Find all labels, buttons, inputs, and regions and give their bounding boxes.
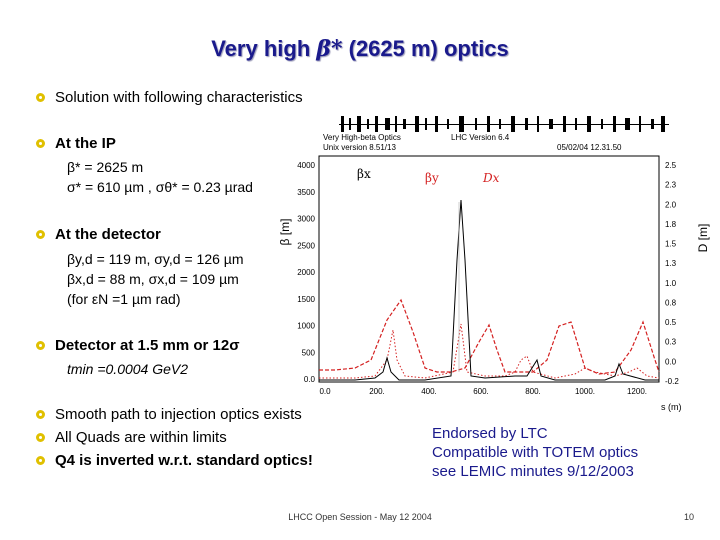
x-tick-2: 400. bbox=[421, 387, 437, 396]
y-left-tick-8: 0.0 bbox=[304, 375, 316, 384]
dispersion-dx-curve bbox=[319, 298, 660, 375]
tmin-value: tmin =0.0004 GeV2 bbox=[67, 361, 189, 377]
y-right-tick-9: 0.3 bbox=[665, 338, 677, 347]
x-tick-0: 0.0 bbox=[319, 387, 331, 396]
x-axis-label: s (m) bbox=[661, 402, 682, 412]
ip-beta-star: β* = 2625 m bbox=[67, 159, 144, 175]
bullet-icon bbox=[36, 93, 45, 102]
bullet-q4: Q4 is inverted w.r.t. standard optics! bbox=[36, 452, 313, 469]
y-left-tick-4: 2000 bbox=[297, 268, 315, 277]
x-tick-6: 1200. bbox=[627, 387, 647, 396]
legend-betax: βx bbox=[357, 167, 371, 181]
y-right-tick-6: 1.0 bbox=[665, 279, 677, 288]
y-left-tick-1: 3500 bbox=[297, 188, 315, 197]
plot-header-title: Very High-beta Optics bbox=[323, 133, 401, 142]
y-right-tick-11: -0.2 bbox=[665, 377, 679, 386]
optics-plot: Very High-beta Optics Unix version 8.51/… bbox=[275, 110, 715, 412]
y-right-axis-label: D [m] bbox=[696, 224, 710, 253]
endorsement-line-1: Endorsed by LTC bbox=[432, 425, 548, 442]
y-right-tick-3: 1.8 bbox=[665, 220, 677, 229]
legend-betay: βy bbox=[425, 171, 439, 185]
x-tick-4: 800. bbox=[525, 387, 541, 396]
bullet-detector-position: Detector at 1.5 mm or 12σ bbox=[36, 337, 240, 354]
plot-header-version: Unix version 8.51/13 bbox=[323, 143, 396, 152]
y-right-tick-0: 2.5 bbox=[665, 161, 677, 170]
y-left-tick-7: 500 bbox=[302, 348, 316, 357]
beta-x-curve bbox=[319, 199, 659, 381]
y-left-tick-0: 4000 bbox=[297, 161, 315, 170]
y-right-tick-labels: 2.5 2.3 2.0 1.8 1.5 1.3 1.0 0.8 0.5 0.3 0.0 -0.2 bbox=[665, 161, 679, 386]
y-right-tick-7: 0.8 bbox=[665, 298, 677, 307]
y-left-tick-5: 1500 bbox=[297, 295, 315, 304]
detector-emittance: (for εN =1 µm rad) bbox=[67, 291, 181, 307]
bullet-icon bbox=[36, 433, 45, 442]
y-right-tick-8: 0.5 bbox=[665, 318, 677, 327]
bullet-icon bbox=[36, 456, 45, 465]
bullet-at-detector: At the detector bbox=[36, 226, 161, 243]
detector-beta-x: βx,d = 88 m, σx,d = 109 µm bbox=[67, 271, 239, 287]
plot-curves bbox=[319, 199, 660, 381]
footer-text: LHCC Open Session - May 12 2004 bbox=[288, 512, 432, 522]
x-tick-3: 600. bbox=[473, 387, 489, 396]
bullet-icon bbox=[36, 410, 45, 419]
endorsement-line-3: see LEMIC minutes 9/12/2003 bbox=[432, 463, 634, 480]
plot-header-date: 05/02/04 12.31.50 bbox=[557, 143, 622, 152]
bullet-solution: Solution with following characteristics bbox=[36, 89, 303, 106]
bullet-icon bbox=[36, 230, 45, 239]
bullet-icon bbox=[36, 139, 45, 148]
x-tick-1: 200. bbox=[369, 387, 385, 396]
y-right-tick-4: 1.5 bbox=[665, 240, 677, 249]
bullet-at-ip: At the IP bbox=[36, 135, 116, 152]
y-right-tick-5: 1.3 bbox=[665, 259, 677, 268]
page-number: 10 bbox=[683, 512, 694, 522]
x-tick-5: 1000. bbox=[575, 387, 595, 396]
page-title: Very high β* (2625 m) optics bbox=[211, 36, 509, 62]
x-tick-labels: 0.0 200. 400. 600. 800. 1000. 1200. bbox=[319, 387, 647, 396]
y-right-tick-1: 2.3 bbox=[665, 181, 677, 190]
y-left-tick-2: 3000 bbox=[297, 215, 315, 224]
endorsement-line-2: Compatible with TOTEM optics bbox=[432, 444, 639, 461]
detector-beta-y: βy,d = 119 m, σy,d = 126 µm bbox=[67, 251, 244, 267]
legend-dx: Dx bbox=[482, 171, 500, 185]
y-right-tick-10: 0.0 bbox=[665, 357, 677, 366]
bullet-quads: All Quads are within limits bbox=[36, 429, 227, 446]
plot-frame bbox=[318, 155, 660, 383]
y-left-tick-labels: 4000 3500 3000 2500 2000 1500 1000 500 0.0 bbox=[297, 161, 315, 384]
y-right-tick-2: 2.0 bbox=[665, 200, 677, 209]
ip-sigma: σ* = 610 µm , σθ* = 0.23 µrad bbox=[67, 179, 253, 195]
y-left-tick-6: 1000 bbox=[297, 322, 315, 331]
y-left-axis-label: β [m] bbox=[278, 219, 292, 246]
bullet-icon bbox=[36, 341, 45, 350]
optics-plot-svg: Very High-beta Optics Unix version 8.51/… bbox=[278, 116, 710, 412]
y-left-tick-3: 2500 bbox=[297, 241, 315, 250]
beta-y-curve bbox=[319, 323, 660, 379]
endorsement-note: Endorsed by LTC Compatible with TOTEM op… bbox=[432, 424, 638, 481]
lattice-strip bbox=[339, 116, 669, 132]
bullet-smooth-path: Smooth path to injection optics exists bbox=[36, 406, 302, 423]
plot-header-lhc: LHC Version 6.4 bbox=[451, 133, 510, 142]
